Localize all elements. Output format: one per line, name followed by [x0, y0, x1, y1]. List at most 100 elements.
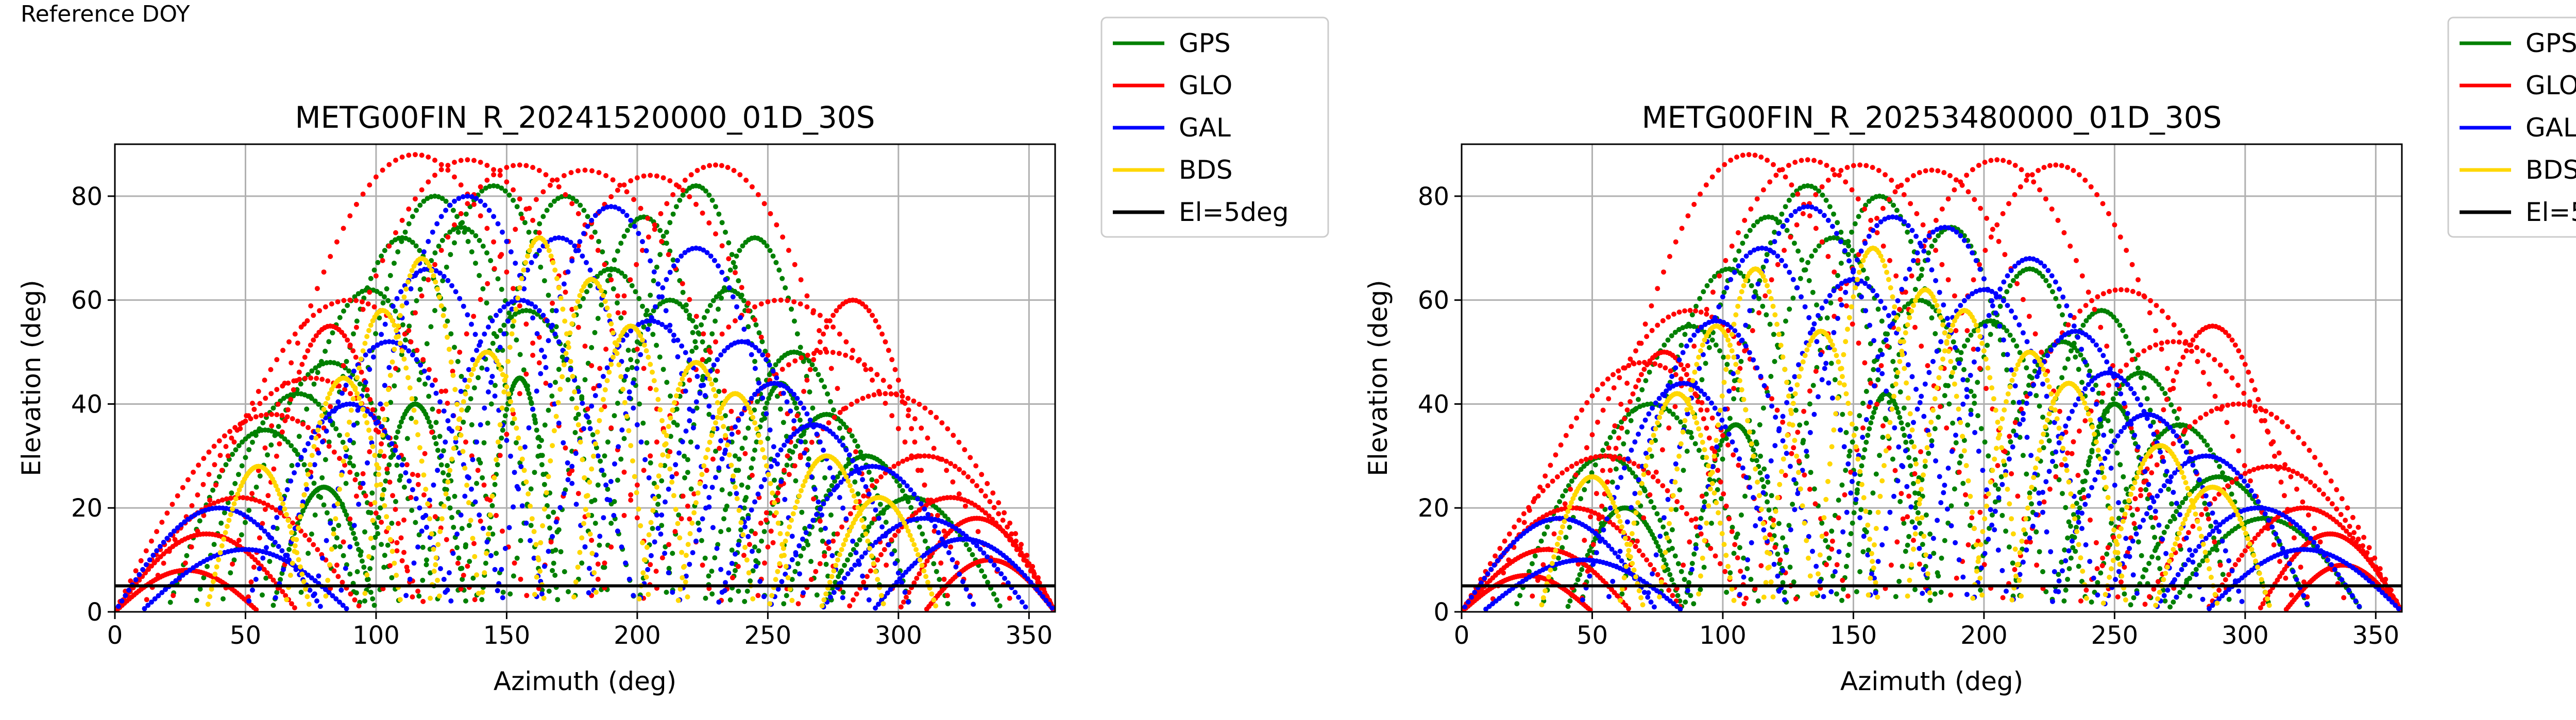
data-point [713, 475, 718, 481]
data-point [899, 389, 905, 394]
data-point [589, 345, 595, 350]
data-point [665, 453, 671, 459]
data-point [504, 432, 510, 437]
data-point [796, 493, 802, 499]
data-point [592, 393, 598, 399]
data-point [574, 198, 579, 204]
data-point [719, 487, 725, 493]
data-point [705, 372, 710, 378]
data-point [353, 201, 359, 207]
satellite-track [716, 422, 911, 605]
data-point [701, 463, 707, 469]
data-point [511, 318, 517, 324]
data-point [345, 337, 350, 343]
data-point [308, 342, 313, 348]
data-point [908, 487, 913, 493]
data-point [1688, 430, 1693, 435]
data-point [792, 358, 798, 364]
series-bds [205, 235, 939, 609]
data-point [845, 571, 851, 577]
data-point [792, 463, 798, 469]
data-point [569, 258, 575, 264]
data-point [612, 461, 617, 467]
data-point [569, 306, 575, 312]
data-point [843, 339, 849, 345]
data-point [389, 359, 395, 365]
data-point [380, 258, 385, 263]
data-point [979, 507, 985, 513]
data-point [755, 399, 760, 404]
data-point [690, 330, 696, 335]
data-point [866, 393, 871, 399]
data-point [577, 303, 583, 309]
data-point [145, 603, 151, 608]
data-point [726, 240, 732, 246]
data-point [808, 577, 814, 582]
data-point [634, 175, 640, 181]
data-point [1013, 531, 1019, 537]
data-point [782, 442, 787, 448]
data-point [1692, 441, 1698, 447]
data-point [396, 455, 401, 460]
data-point [758, 484, 764, 489]
data-point [761, 594, 767, 599]
data-point [767, 248, 773, 253]
data-point [1960, 481, 1966, 486]
data-point [246, 594, 251, 599]
data-point [915, 496, 920, 502]
data-point [901, 479, 906, 485]
data-point [822, 475, 827, 481]
data-point [302, 448, 308, 453]
data-point [905, 413, 911, 419]
data-point [171, 528, 177, 534]
data-point [1713, 342, 1719, 348]
data-point [932, 524, 938, 529]
data-point [338, 472, 344, 478]
data-point [628, 357, 634, 363]
data-point [335, 501, 341, 507]
data-point [340, 579, 345, 585]
data-point [618, 374, 624, 380]
data-point [362, 529, 367, 535]
data-point [535, 435, 541, 441]
data-point [618, 241, 624, 246]
data-point [546, 474, 551, 479]
data-point [484, 367, 490, 372]
data-point [664, 380, 670, 385]
data-point [485, 324, 491, 330]
data-point [951, 433, 956, 438]
data-point [1902, 304, 1908, 310]
data-point [483, 560, 488, 566]
data-point [331, 568, 337, 574]
data-point [301, 321, 307, 327]
data-point [529, 401, 534, 406]
data-point [839, 568, 844, 574]
data-point [493, 383, 498, 388]
satellite-track [323, 307, 442, 599]
data-point [1850, 439, 1855, 445]
data-point [827, 579, 833, 585]
data-point [394, 548, 400, 554]
data-point [839, 547, 844, 553]
data-point [659, 322, 665, 327]
data-point [741, 553, 747, 558]
data-point [257, 535, 262, 541]
data-point [855, 358, 861, 364]
data-point [754, 426, 759, 432]
data-point [394, 540, 400, 545]
data-point [1868, 341, 1873, 347]
data-point [1790, 295, 1796, 301]
data-point [380, 586, 386, 592]
data-point [1834, 591, 1839, 597]
data-point [996, 500, 1002, 506]
data-point [1929, 315, 1935, 321]
data-point [443, 323, 448, 329]
data-point [650, 508, 656, 513]
data-point [956, 491, 962, 496]
data-point [1040, 594, 1046, 599]
data-point [1894, 373, 1900, 379]
data-point [285, 407, 291, 413]
data-point [240, 420, 246, 425]
data-point [806, 358, 812, 364]
data-point [596, 170, 602, 176]
